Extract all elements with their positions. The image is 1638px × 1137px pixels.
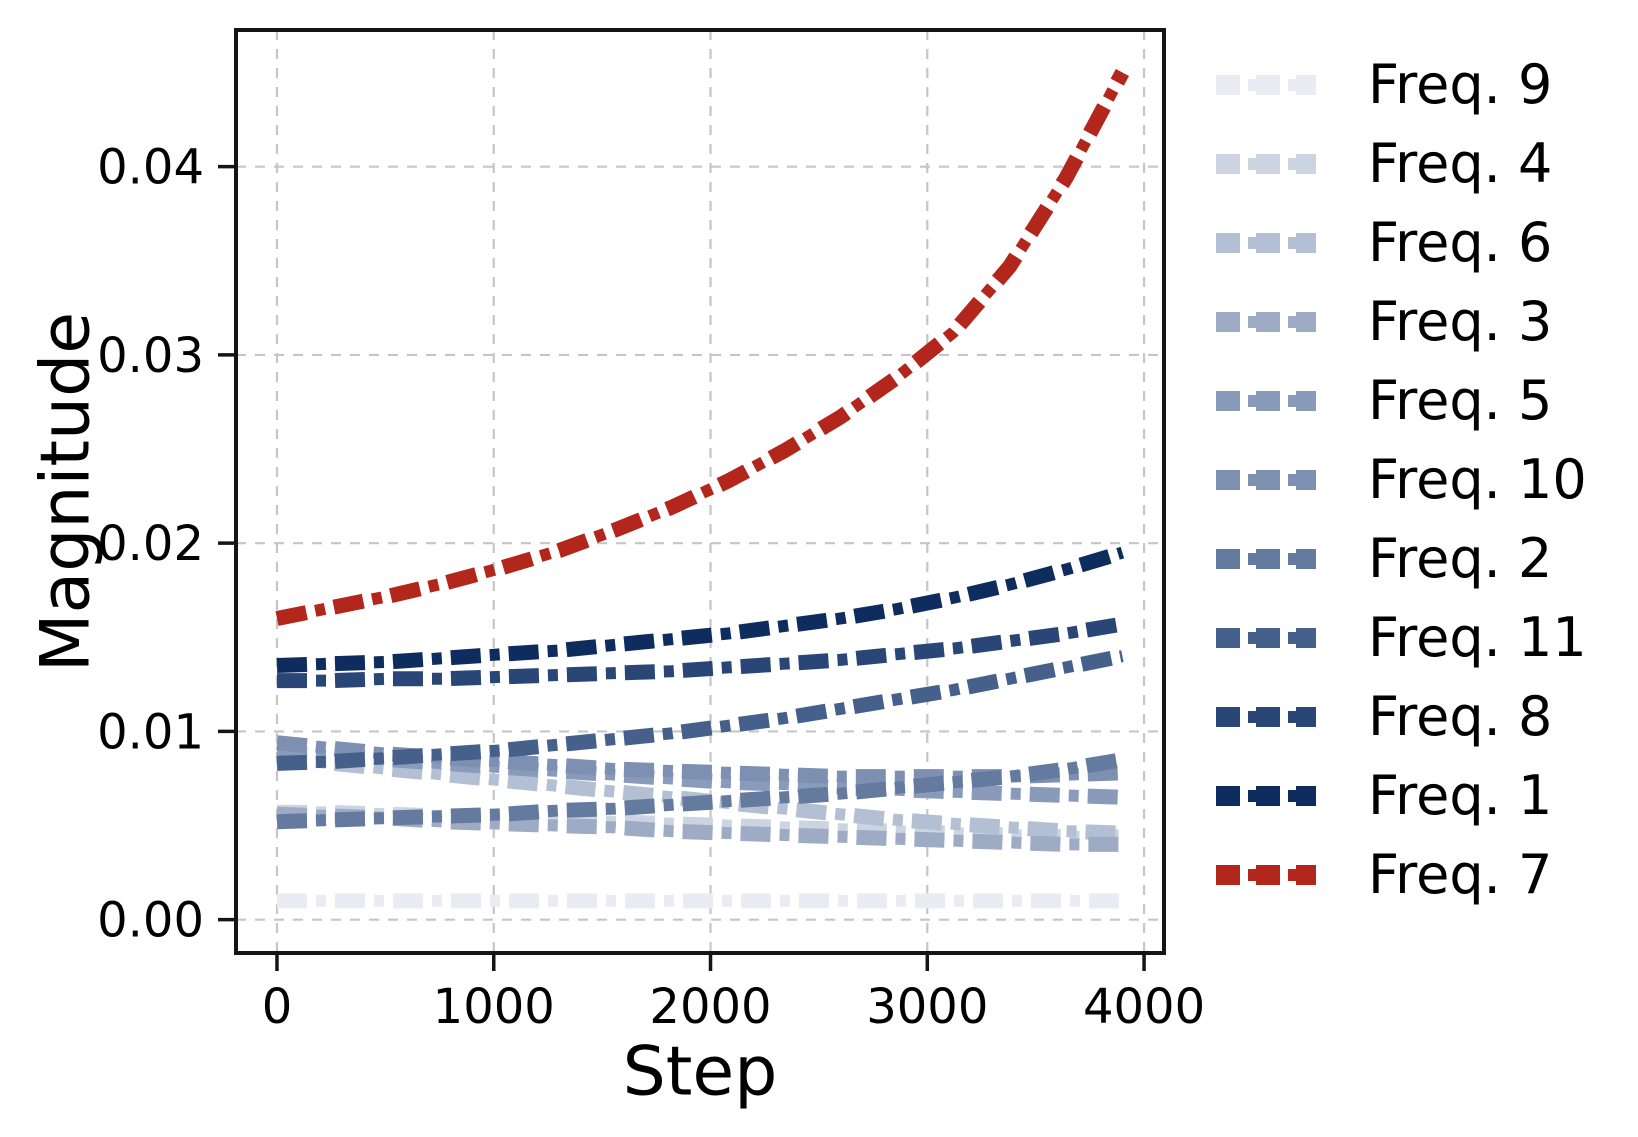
x-tick-label: 2000 [649,979,771,1035]
y-tick-label: 0.01 [97,704,204,760]
legend-item-freq-2: Freq. 2 [1214,519,1587,598]
legend-swatch-freq-4 [1216,153,1316,174]
legend-item-freq-3: Freq. 3 [1214,282,1587,361]
y-tick-label: 0.04 [97,140,204,196]
x-tick-label: 0 [262,979,293,1035]
series-line-freq-8 [277,616,1124,689]
legend-label: Freq. 1 [1368,764,1553,827]
legend-swatch-freq-10 [1216,469,1316,490]
legend-swatch-freq-1 [1216,785,1316,806]
legend-item-freq-1: Freq. 1 [1214,756,1587,835]
x-tick-label: 3000 [866,979,988,1035]
tick-labels: 0 1000 2000 3000 4000 0.00 0.01 0.02 0.03 0.04 [97,140,1205,1035]
y-tick-label: 0.03 [97,328,204,384]
legend-swatch-freq-5 [1216,390,1316,411]
x-tick-label: 4000 [1083,979,1205,1035]
legend-swatch-freq-3 [1216,311,1316,332]
legend-swatch-freq-8 [1216,706,1316,727]
legend-label: Freq. 3 [1368,290,1553,353]
plot-border [234,28,1166,955]
legend-item-freq-6: Freq. 6 [1214,203,1587,282]
legend-label: Freq. 2 [1368,527,1553,590]
legend-label: Freq. 4 [1368,132,1553,195]
x-tick-label: 1000 [433,979,555,1035]
legend-swatch-freq-7 [1216,864,1316,885]
legend-item-freq-4: Freq. 4 [1214,124,1587,203]
legend-swatch-freq-2 [1216,548,1316,569]
legend-label: Freq. 11 [1368,606,1587,669]
series-line-freq-11 [276,648,1124,771]
y-tick-label: 0.02 [97,516,204,572]
y-tick-label: 0.00 [97,893,204,949]
legend-swatch-freq-6 [1216,232,1316,253]
ticks [218,164,1146,971]
legend-label: Freq. 9 [1368,53,1553,116]
legend-item-freq-8: Freq. 8 [1214,677,1587,756]
x-axis-label: Step [622,1032,778,1112]
legend-item-freq-9: Freq. 9 [1214,45,1587,124]
series-markers-freq-7 [275,69,1128,625]
legend-label: Freq. 10 [1368,448,1587,511]
y-axis-label: Magnitude [26,311,106,673]
legend-item-freq-10: Freq. 10 [1214,440,1587,519]
series-line-freq-2 [276,752,1124,830]
legend-label: Freq. 7 [1368,843,1553,906]
series-line-freq-1 [276,545,1125,673]
legend-label: Freq. 8 [1368,685,1553,748]
series-group [275,68,1130,909]
legend-label: Freq. 5 [1368,369,1553,432]
legend-swatch-freq-9 [1216,74,1316,95]
legend-item-freq-11: Freq. 11 [1214,598,1587,677]
legend: Freq. 9 Freq. 4 Freq. 6 Freq. 3 Freq. 5 Freq.… [1214,45,1587,914]
series-line-freq-7 [275,68,1130,626]
legend-label: Freq. 6 [1368,211,1553,274]
legend-item-freq-7: Freq. 7 [1214,835,1587,914]
legend-swatch-freq-11 [1216,627,1316,648]
legend-item-freq-5: Freq. 5 [1214,361,1587,440]
